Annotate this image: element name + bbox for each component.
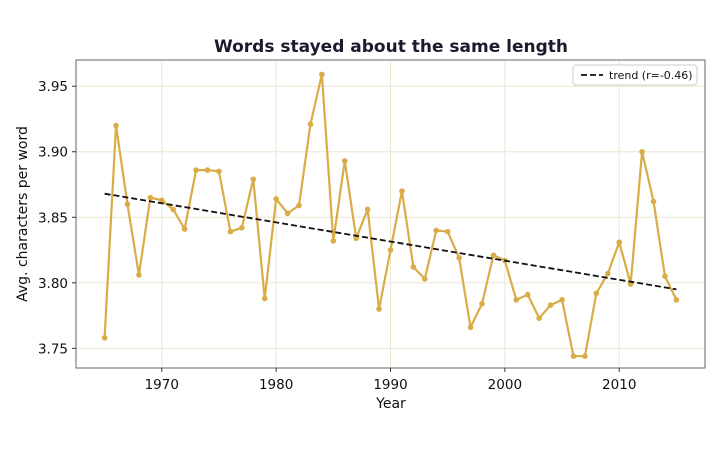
plot-area: 1970 1980 1990 2000 2010 3.75 3.80 3.85 3.90 3.95… <box>38 59 706 393</box>
data-point <box>376 306 382 312</box>
legend-box <box>572 64 698 86</box>
data-point <box>387 247 394 253</box>
data-point <box>604 270 611 277</box>
data-point <box>639 148 645 155</box>
data-point <box>113 122 119 129</box>
data-point <box>364 206 371 213</box>
data-point <box>570 353 577 360</box>
data-point <box>422 276 428 282</box>
data-point <box>330 238 337 244</box>
data-point <box>673 297 680 303</box>
data-point <box>536 315 542 321</box>
data-point <box>250 176 257 183</box>
data-point <box>662 273 668 280</box>
data-point <box>136 272 142 278</box>
data-point <box>467 324 474 331</box>
data-point <box>593 290 600 297</box>
x-tick-label: 1980 <box>259 377 293 393</box>
x-tick-label: 1990 <box>373 377 407 393</box>
data-point <box>181 226 188 232</box>
data-point <box>296 202 302 209</box>
data-point <box>158 197 165 204</box>
data-point <box>170 206 177 213</box>
y-axis-label: Avg. characters per word <box>15 126 31 302</box>
data-point <box>410 264 417 270</box>
data-point <box>307 121 314 128</box>
trend-line <box>104 192 677 291</box>
data-point <box>101 335 108 341</box>
data-point <box>239 224 245 231</box>
x-axis-label: Year <box>375 396 406 412</box>
data-point <box>319 71 325 78</box>
data-point <box>204 167 211 173</box>
y-tick-label: 3.80 <box>38 276 68 292</box>
y-tick-label: 3.95 <box>38 79 68 95</box>
chart-title: Words stayed about the same length <box>214 37 568 57</box>
data-point <box>650 198 657 205</box>
data-point <box>547 302 554 308</box>
data-point <box>216 168 222 175</box>
data-point <box>227 228 234 235</box>
data-point <box>261 295 268 302</box>
x-tick-label: 1970 <box>145 377 179 393</box>
data-point <box>490 252 497 259</box>
x-tick-label: 2010 <box>602 377 636 393</box>
legend-trend-label: trend (r=-0.46) <box>609 69 693 82</box>
data-point <box>433 227 440 234</box>
data-point <box>193 167 199 173</box>
y-tick-label: 3.90 <box>38 145 68 161</box>
data-point <box>456 255 462 261</box>
x-tick-label: 2000 <box>488 377 522 393</box>
data-point <box>147 194 154 201</box>
data-point <box>341 158 348 164</box>
y-tick-label: 3.85 <box>38 210 68 226</box>
data-point <box>399 188 405 194</box>
data-point <box>524 291 531 298</box>
data-point <box>616 239 623 245</box>
data-point <box>479 300 485 307</box>
data-point <box>513 297 520 303</box>
data-point <box>582 353 588 360</box>
data-point <box>124 201 131 207</box>
data-point <box>284 210 291 217</box>
data-point <box>559 297 565 303</box>
y-tick-label: 3.75 <box>38 341 68 357</box>
data-point <box>444 228 451 235</box>
data-point <box>273 196 279 202</box>
